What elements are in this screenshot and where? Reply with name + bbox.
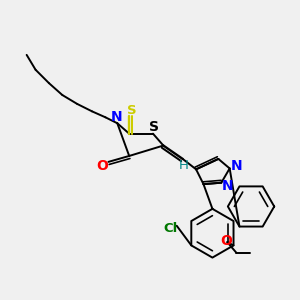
Text: N: N bbox=[230, 159, 242, 173]
Text: H: H bbox=[179, 159, 189, 172]
Text: O: O bbox=[96, 159, 108, 173]
Text: S: S bbox=[127, 104, 136, 117]
Text: N: N bbox=[110, 110, 122, 124]
Text: Cl: Cl bbox=[164, 222, 178, 235]
Text: S: S bbox=[148, 120, 159, 134]
Text: O: O bbox=[220, 234, 232, 248]
Text: N: N bbox=[222, 179, 234, 193]
